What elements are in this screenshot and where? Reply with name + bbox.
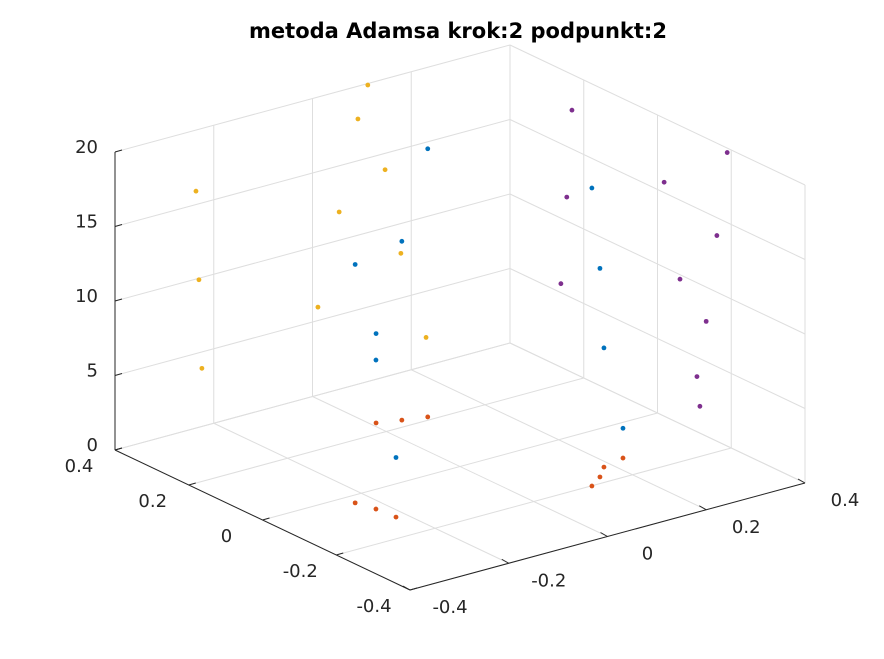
grid-line xyxy=(114,44,511,153)
grid-line xyxy=(262,412,658,521)
point xyxy=(425,414,431,420)
point xyxy=(661,179,667,185)
point xyxy=(569,107,575,113)
tick-mark xyxy=(797,478,806,484)
tick-mark xyxy=(262,517,270,521)
point xyxy=(373,420,379,426)
point xyxy=(196,277,202,283)
y-tick-label: -0.4 xyxy=(356,596,391,617)
x-tick-label: 0 xyxy=(642,544,653,565)
grid-line xyxy=(188,377,584,486)
point xyxy=(558,281,564,287)
point xyxy=(694,374,700,379)
tick-mark xyxy=(409,587,418,591)
point xyxy=(620,425,626,431)
z-tick-label: 5 xyxy=(87,361,98,382)
point xyxy=(352,500,358,506)
point xyxy=(193,188,199,194)
point xyxy=(597,265,603,271)
point xyxy=(352,262,358,267)
point xyxy=(315,304,321,310)
y-tick-label: -0.2 xyxy=(283,561,318,582)
z-tick-label: 15 xyxy=(75,212,98,233)
point xyxy=(373,506,379,512)
point xyxy=(399,417,405,423)
tick-mark xyxy=(699,505,707,511)
point xyxy=(365,82,371,88)
tick-mark xyxy=(114,149,123,153)
tick-mark xyxy=(402,585,411,591)
grid-line xyxy=(114,342,511,451)
point xyxy=(597,474,603,480)
grid-line xyxy=(509,342,806,484)
point xyxy=(373,357,379,363)
tick-mark xyxy=(114,224,123,227)
z-tick-label: 10 xyxy=(75,286,98,307)
y-tick-label: 0 xyxy=(221,526,232,547)
tick-mark xyxy=(501,558,509,564)
point xyxy=(373,331,379,336)
x-tick-label: -0.4 xyxy=(432,597,467,618)
point xyxy=(589,483,595,489)
point xyxy=(724,150,730,155)
point xyxy=(423,335,429,340)
point xyxy=(398,250,404,256)
point xyxy=(677,276,683,282)
point xyxy=(393,455,399,460)
grid-line xyxy=(509,193,806,335)
tick-mark xyxy=(600,532,608,537)
z-tick-label: 0 xyxy=(87,435,98,456)
chart-title: metoda Adamsa krok:2 podpunkt:2 xyxy=(249,19,667,43)
tick-mark xyxy=(114,447,123,451)
tick-mark xyxy=(114,298,123,302)
grid-line xyxy=(114,268,511,376)
grid-line xyxy=(114,193,511,302)
y-tick-label: 0.4 xyxy=(65,456,94,477)
point xyxy=(714,233,720,238)
point xyxy=(382,167,388,173)
point xyxy=(601,345,607,351)
point xyxy=(199,365,205,371)
point xyxy=(697,403,703,409)
point xyxy=(564,194,570,200)
y-tick-label: 0.2 xyxy=(138,491,167,512)
z-tick-label: 20 xyxy=(75,137,98,158)
point xyxy=(703,318,709,324)
grid-line xyxy=(336,447,732,556)
tick-mark xyxy=(336,552,344,556)
x-tick-label: 0.2 xyxy=(732,517,761,538)
tick-mark xyxy=(114,373,123,376)
point xyxy=(601,464,607,470)
grid-line xyxy=(509,268,806,409)
grid-line xyxy=(114,119,511,227)
grid-line xyxy=(509,44,806,186)
point xyxy=(399,238,405,244)
tick-mark xyxy=(188,482,196,486)
point xyxy=(355,116,361,122)
grid-line xyxy=(509,119,806,260)
point xyxy=(425,146,431,152)
x-tick-label: 0.4 xyxy=(831,490,860,511)
point xyxy=(589,185,595,191)
point xyxy=(620,455,626,461)
point xyxy=(393,514,399,520)
x-tick-label: -0.2 xyxy=(531,570,566,591)
point xyxy=(336,209,342,215)
